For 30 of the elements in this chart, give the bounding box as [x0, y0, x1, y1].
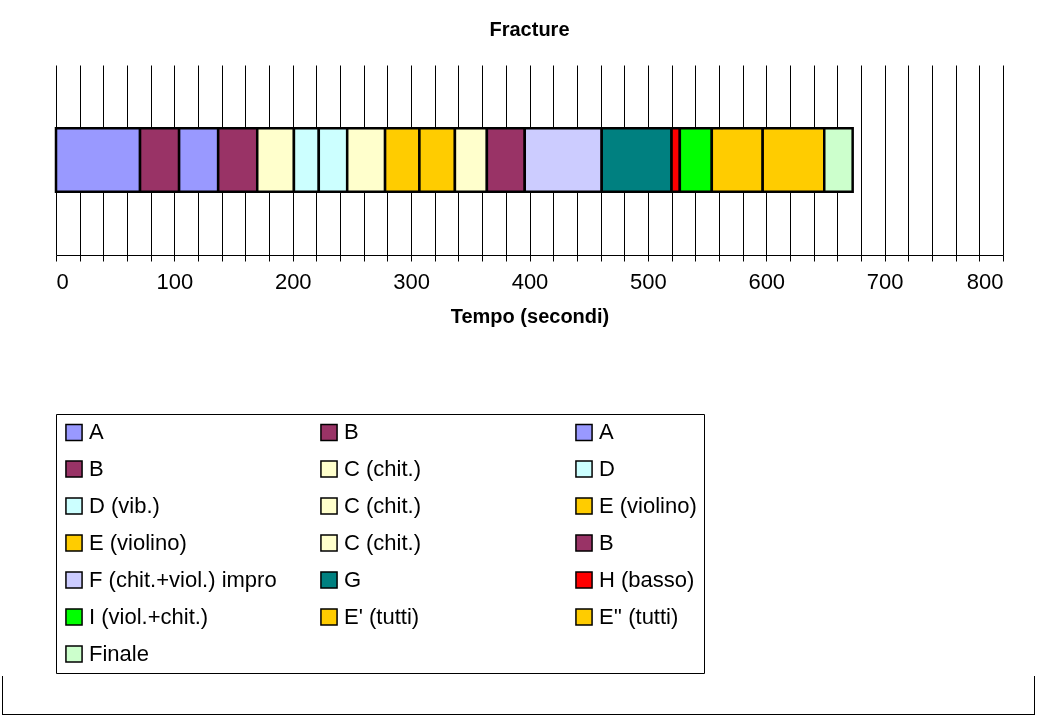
legend-label: E'' (tutti): [599, 604, 679, 629]
legend-label: A: [89, 419, 104, 445]
legend-label: E (violino): [599, 493, 697, 518]
legend-label: C (chit.): [344, 493, 421, 518]
legend-label: Finale: [89, 641, 149, 666]
legend-label: B: [344, 419, 359, 445]
x-tick-label: 500: [630, 268, 667, 294]
x-tick-label: 400: [511, 268, 549, 294]
chart-title: Fracture: [489, 18, 570, 40]
legend-label: A: [599, 419, 614, 445]
x-tick-label: 600: [748, 268, 786, 294]
x-tick-label: 300: [393, 268, 430, 294]
legend-label: G: [344, 567, 362, 592]
legend-label: C (chit.): [344, 456, 421, 481]
x-tick-label: 200: [274, 268, 312, 294]
x-tick-label: 800: [966, 268, 1004, 294]
legend-label: I (viol.+chit.): [89, 604, 209, 629]
legend-label: E' (tutti): [344, 604, 420, 629]
legend-label: D: [599, 456, 615, 481]
legend-label: C (chit.): [344, 530, 421, 555]
legend-label: D (vib.): [89, 493, 160, 518]
legend-label: B: [599, 530, 614, 555]
legend-label: F (chit.+viol.) impro: [89, 567, 277, 592]
legend-label: B: [89, 456, 104, 481]
legend-label: H (basso): [599, 567, 695, 592]
x-tick-label: 100: [156, 268, 194, 294]
x-axis-title: Tempo (secondi): [450, 304, 610, 327]
x-tick-label: 0: [56, 268, 69, 294]
legend-label: E (violino): [89, 530, 187, 555]
x-tick-label: 700: [866, 268, 904, 294]
